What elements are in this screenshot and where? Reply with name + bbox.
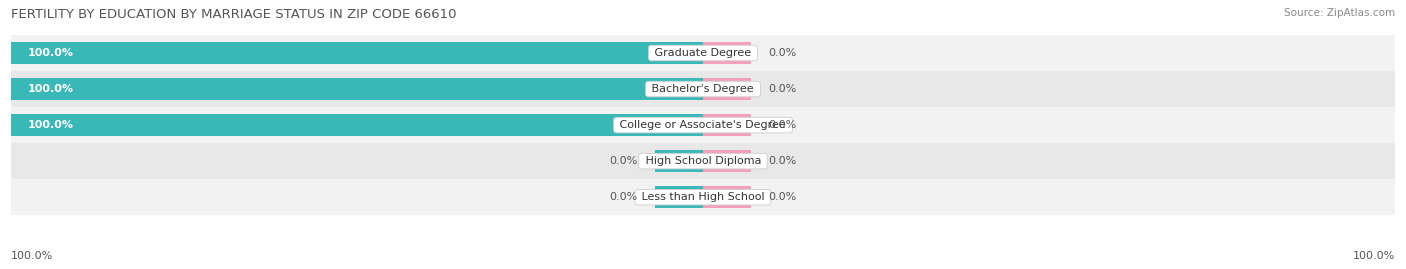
Text: Source: ZipAtlas.com: Source: ZipAtlas.com (1284, 8, 1395, 18)
Bar (11, 143, 1395, 179)
Bar (703, 186, 751, 208)
Text: 100.0%: 100.0% (28, 84, 75, 94)
Text: 0.0%: 0.0% (768, 156, 796, 166)
Text: 100.0%: 100.0% (11, 251, 53, 261)
Bar (11, 35, 1395, 71)
Text: 0.0%: 0.0% (610, 156, 638, 166)
Bar (11, 78, 703, 100)
Text: FERTILITY BY EDUCATION BY MARRIAGE STATUS IN ZIP CODE 66610: FERTILITY BY EDUCATION BY MARRIAGE STATU… (11, 8, 457, 21)
Text: College or Associate's Degree: College or Associate's Degree (616, 120, 790, 130)
Bar (11, 179, 1395, 215)
Bar (703, 114, 751, 136)
Text: 0.0%: 0.0% (768, 120, 796, 130)
Text: Bachelor's Degree: Bachelor's Degree (648, 84, 758, 94)
Text: 0.0%: 0.0% (768, 192, 796, 202)
Text: Graduate Degree: Graduate Degree (651, 48, 755, 58)
Bar (11, 71, 1395, 107)
Text: 0.0%: 0.0% (768, 84, 796, 94)
Bar (703, 78, 751, 100)
Bar (11, 114, 703, 136)
Bar (703, 42, 751, 64)
Bar (703, 150, 751, 172)
Text: 0.0%: 0.0% (610, 192, 638, 202)
Text: 100.0%: 100.0% (28, 120, 75, 130)
Bar (655, 186, 703, 208)
Text: Less than High School: Less than High School (638, 192, 768, 202)
Text: 0.0%: 0.0% (768, 48, 796, 58)
Text: 100.0%: 100.0% (1353, 251, 1395, 261)
Bar (11, 42, 703, 64)
Bar (655, 150, 703, 172)
Text: 100.0%: 100.0% (28, 48, 75, 58)
Bar (11, 107, 1395, 143)
Text: High School Diploma: High School Diploma (641, 156, 765, 166)
